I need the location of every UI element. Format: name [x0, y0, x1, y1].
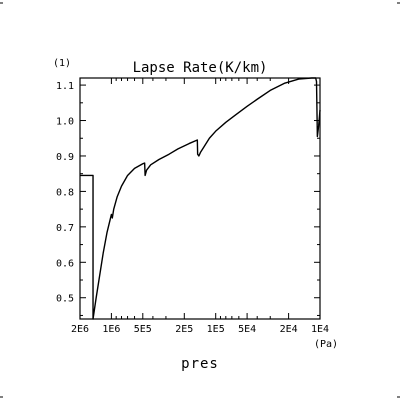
chart-title: Lapse Rate(K/km) — [133, 60, 268, 76]
y-tick-label: 0.8 — [56, 187, 74, 198]
x-tick-label: 2E5 — [175, 324, 193, 335]
axis-tick-labels: 0.5 0.6 0.7 0.8 0.9 1.0 1.1 2E6 1E6 5E5 2E5 1E5 5E4 2… — [56, 81, 329, 335]
x-tick-label: 5E5 — [134, 324, 152, 335]
y-tick-label: 0.5 — [56, 294, 74, 305]
x-tick-label: 5E4 — [238, 324, 256, 335]
y-tick-label: 1.0 — [56, 117, 74, 128]
x-tick-label: 1E5 — [207, 324, 225, 335]
x-tick-label: 2E6 — [71, 324, 89, 335]
x-tick-label: 1E4 — [311, 324, 329, 335]
y-tick-label: 0.9 — [56, 152, 74, 163]
y-unit-label: (1) — [53, 58, 71, 69]
y-tick-label: 0.6 — [56, 258, 74, 269]
y-tick-label: 0.7 — [56, 223, 74, 234]
x-tick-label: 1E6 — [102, 324, 120, 335]
x-tick-label: 2E4 — [280, 324, 298, 335]
x-axis-label: pres — [181, 356, 219, 372]
plot-frame — [79, 77, 321, 320]
series-line-0 — [80, 77, 321, 320]
y-tick-label: 1.1 — [56, 81, 74, 92]
series-layer — [80, 77, 321, 320]
x-unit-label: (Pa) — [314, 339, 338, 350]
